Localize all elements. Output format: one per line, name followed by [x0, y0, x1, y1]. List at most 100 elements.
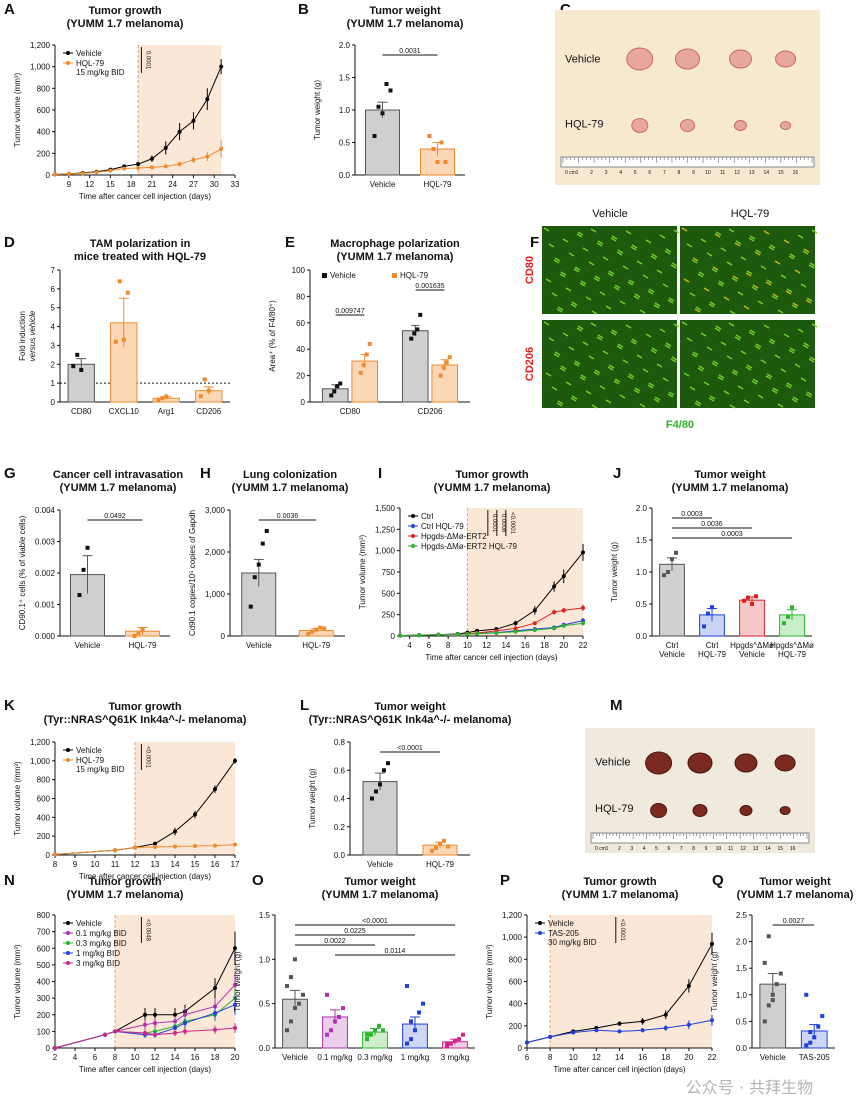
- y-tick-label: 1.0: [339, 106, 351, 115]
- photo-F-col-vehicle: Vehicle: [592, 208, 627, 220]
- cell-stain: [689, 386, 696, 391]
- x-tick-label: 14: [171, 1053, 180, 1062]
- data-point: [742, 598, 746, 603]
- data-point: [369, 1032, 373, 1037]
- cell-stain: [665, 342, 672, 347]
- cell-stain: [553, 259, 560, 264]
- cell-stain: [573, 268, 580, 273]
- x-tick-label: 15: [106, 180, 115, 189]
- micrograph: [680, 320, 815, 408]
- cell-stain: [590, 322, 597, 327]
- data-point: [193, 844, 197, 849]
- cell-stain: [774, 354, 781, 359]
- cell-stain: [746, 364, 753, 369]
- data-point: [380, 111, 385, 116]
- y-tick-label: 3,000: [205, 506, 226, 515]
- data-point: [457, 1037, 461, 1042]
- photo-F: Vehicle HQL-79 CD80 CD206 F4/80: [524, 208, 818, 431]
- cell-stain: [711, 268, 718, 273]
- x-tick-label: 22: [708, 1053, 717, 1062]
- cell-stain: [670, 358, 677, 363]
- cell-stain: [617, 249, 624, 254]
- cell-stain: [695, 400, 702, 405]
- y-tick-label: 0: [221, 632, 226, 641]
- chart-H: Lung colonization(YUMM 1.7 melanoma) 0 1,0…: [188, 469, 349, 650]
- tumor-vehicle: [729, 49, 752, 69]
- y-tick-label: 0.5: [339, 139, 351, 148]
- pvalue-label: 0.001635: [415, 283, 444, 290]
- x-tick-label: 10: [463, 641, 472, 650]
- x-tick-label: 6: [93, 1053, 98, 1062]
- panel-letter-N: N: [4, 872, 15, 889]
- x-tick-label: HQL-79: [426, 860, 455, 869]
- data-point: [183, 1021, 187, 1026]
- ruler-tick-label: 3: [605, 170, 608, 176]
- legend-label-2: 15 mg/kg BID: [76, 68, 125, 77]
- cell-stain: [712, 266, 719, 271]
- data-point: [113, 848, 117, 853]
- cell-stain: [551, 386, 558, 391]
- data-point: [80, 171, 85, 176]
- data-point: [361, 363, 366, 368]
- legend-label: Ctrl HQL-79: [421, 522, 464, 531]
- legend-label-2: 30 mg/kg BID: [548, 938, 597, 947]
- y-tick-label: 0: [46, 1044, 51, 1053]
- cell-stain: [614, 378, 621, 383]
- data-point: [418, 312, 423, 317]
- pvalue-label: <0.0001: [144, 746, 150, 769]
- x-tick-label: 14: [615, 1053, 624, 1062]
- cell-stain: [656, 363, 663, 368]
- x-tick-label: Hpgds^ΔMø: [770, 641, 814, 650]
- y-tick-label: 0: [46, 851, 51, 860]
- chart-title: Tumor growth: [108, 701, 181, 713]
- data-point: [310, 629, 315, 634]
- data-point: [53, 1046, 57, 1050]
- x-tick-label: 4: [407, 641, 412, 650]
- cell-stain: [735, 240, 742, 245]
- data-point: [808, 1030, 813, 1035]
- ruler-tick-label: 1: [576, 170, 579, 176]
- y-tick-label: 1,250: [375, 525, 396, 534]
- chart-title: Macrophage polarization: [330, 238, 460, 250]
- ruler-tick-label: 14: [765, 846, 771, 852]
- data-point: [322, 626, 327, 631]
- data-point: [617, 1029, 622, 1034]
- cell-stain: [631, 244, 638, 249]
- cell-stain: [607, 366, 614, 371]
- data-point: [405, 1041, 409, 1046]
- data-point: [494, 631, 499, 636]
- data-point: [439, 140, 444, 145]
- data-point: [386, 761, 390, 766]
- data-point: [219, 64, 224, 69]
- x-tick-label: HQL-79: [302, 641, 331, 650]
- x-tick-label: 13: [151, 860, 160, 869]
- data-point: [449, 1041, 453, 1046]
- x-tick-label: 8: [446, 641, 451, 650]
- chart-A: Tumor growth(YUMM 1.7 melanoma) 0 200 400 60…: [13, 5, 240, 201]
- data-point: [381, 1028, 385, 1033]
- cell-stain: [698, 271, 705, 276]
- cell-stain: [792, 396, 799, 401]
- ruler-tick-label: 12: [734, 170, 740, 176]
- cell-stain: [789, 347, 796, 352]
- legend-marker: [66, 941, 70, 945]
- cell-stain: [588, 261, 595, 266]
- data-point: [710, 1018, 714, 1023]
- cell-stain: [712, 360, 719, 365]
- y-tick-label: 600: [509, 978, 523, 987]
- data-point: [686, 1022, 691, 1027]
- data-point: [143, 1031, 147, 1036]
- data-point: [762, 960, 767, 965]
- data-point: [364, 352, 369, 357]
- photo-label-vehicle: Vehicle: [565, 54, 600, 66]
- legend-marker: [66, 51, 70, 55]
- tumor-treated: [739, 805, 753, 816]
- cell-stain: [749, 235, 756, 240]
- cell-stain: [607, 272, 614, 277]
- data-point: [812, 1035, 817, 1040]
- legend-label: Hpgds-ΔMø-ERT2: [421, 532, 487, 541]
- data-point: [663, 1012, 668, 1017]
- panel-letter-O: O: [252, 872, 264, 889]
- cell-stain: [648, 382, 655, 387]
